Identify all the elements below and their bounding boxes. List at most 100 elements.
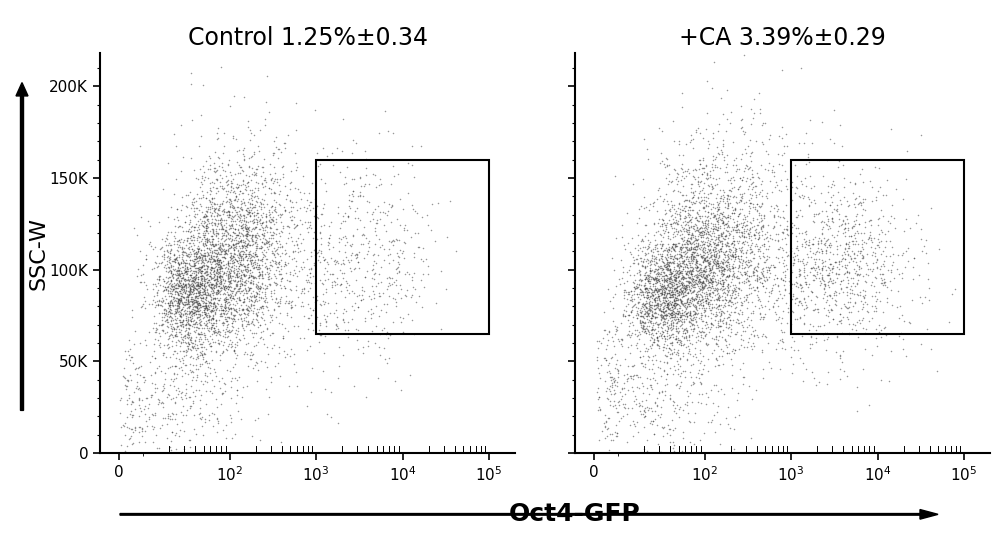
- Point: [751, 88, 767, 97]
- Point: [193, 317, 209, 325]
- Point: [217, 333, 233, 341]
- Point: [712, 321, 728, 330]
- Point: [733, 297, 749, 306]
- Point: [652, 279, 668, 287]
- Point: [230, 407, 246, 415]
- Point: [190, 278, 206, 287]
- Point: [228, 220, 244, 228]
- Point: [164, 428, 180, 437]
- Point: [223, 241, 239, 250]
- Point: [645, 202, 661, 211]
- Point: [650, 303, 666, 312]
- Point: [694, 283, 710, 292]
- Point: [676, 174, 692, 182]
- Point: [215, 206, 231, 215]
- Point: [168, 304, 184, 313]
- Point: [383, 180, 399, 188]
- Point: [180, 312, 196, 321]
- Point: [676, 325, 692, 334]
- Point: [696, 193, 712, 201]
- Point: [658, 303, 674, 311]
- Point: [202, 272, 218, 280]
- Point: [685, 245, 701, 253]
- Point: [361, 198, 377, 207]
- Point: [660, 264, 676, 272]
- Point: [247, 170, 263, 179]
- Point: [253, 357, 269, 365]
- Point: [645, 245, 661, 253]
- Point: [225, 240, 241, 248]
- Point: [682, 417, 698, 426]
- Point: [701, 260, 717, 268]
- Point: [710, 240, 726, 248]
- Point: [235, 254, 251, 263]
- Point: [169, 240, 185, 248]
- Point: [189, 280, 205, 288]
- Point: [618, 302, 634, 311]
- Point: [179, 236, 195, 245]
- Point: [217, 304, 233, 312]
- Point: [196, 318, 212, 327]
- Point: [849, 227, 865, 235]
- Point: [257, 296, 273, 304]
- Point: [782, 301, 798, 310]
- Point: [824, 278, 840, 287]
- Point: [171, 235, 187, 244]
- Point: [191, 229, 207, 238]
- Point: [188, 253, 204, 262]
- Point: [372, 292, 388, 301]
- Point: [257, 298, 273, 306]
- Point: [635, 324, 651, 332]
- Point: [752, 247, 768, 255]
- Point: [666, 348, 682, 356]
- Point: [681, 300, 697, 309]
- Point: [660, 289, 676, 297]
- Point: [712, 237, 728, 245]
- Point: [819, 329, 835, 337]
- Point: [177, 391, 193, 399]
- Point: [815, 172, 831, 181]
- Point: [173, 408, 189, 417]
- Point: [223, 394, 239, 402]
- Point: [716, 156, 732, 164]
- Point: [680, 278, 696, 287]
- Point: [660, 253, 676, 261]
- Point: [741, 207, 757, 215]
- Point: [655, 215, 671, 224]
- Point: [711, 261, 727, 270]
- Point: [678, 309, 694, 318]
- Point: [629, 282, 645, 291]
- Point: [306, 261, 322, 270]
- Point: [671, 210, 687, 219]
- Point: [329, 322, 345, 330]
- Point: [239, 306, 255, 315]
- Point: [628, 282, 644, 290]
- Point: [385, 241, 401, 249]
- Point: [225, 272, 241, 281]
- Point: [672, 230, 688, 239]
- Point: [789, 213, 805, 221]
- Point: [650, 440, 666, 448]
- Point: [293, 195, 309, 203]
- Point: [640, 288, 656, 296]
- Point: [257, 181, 273, 190]
- Point: [779, 264, 795, 273]
- Point: [206, 255, 222, 264]
- Point: [146, 340, 162, 348]
- Point: [241, 285, 257, 293]
- Point: [185, 317, 201, 325]
- Point: [727, 205, 743, 214]
- Point: [705, 222, 721, 230]
- Point: [715, 141, 731, 150]
- Point: [218, 284, 234, 293]
- Point: [720, 419, 736, 428]
- Point: [224, 179, 240, 187]
- Point: [626, 301, 642, 310]
- Point: [655, 283, 671, 292]
- Point: [347, 214, 363, 222]
- Point: [662, 250, 678, 259]
- Point: [212, 327, 228, 336]
- Point: [689, 292, 705, 301]
- Point: [750, 293, 766, 302]
- Point: [820, 214, 836, 223]
